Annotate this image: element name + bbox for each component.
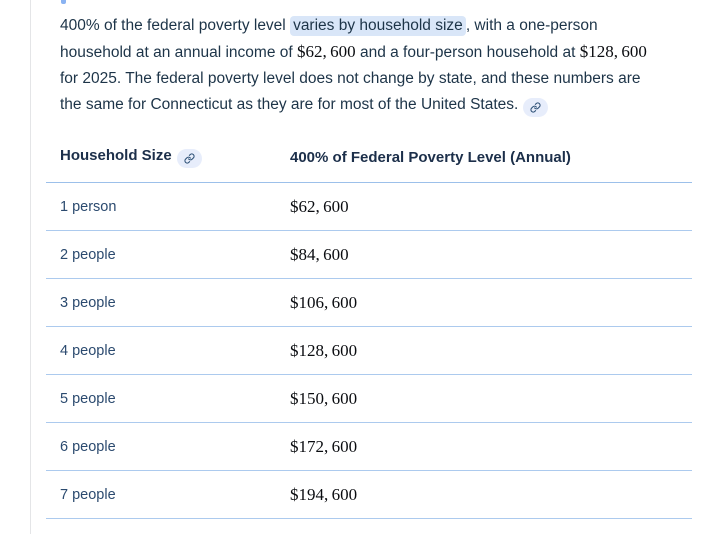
citation-link-chip[interactable]	[176, 149, 202, 168]
answer-content: 400% of the federal poverty level varies…	[46, 13, 692, 534]
panel-divider	[30, 0, 31, 534]
household-size-cell: 5 people	[46, 374, 290, 423]
link-icon	[184, 153, 195, 164]
table-row: 1 person $62, 600	[46, 182, 692, 231]
household-size-cell: 8 people	[46, 518, 290, 534]
household-size-cell: 6 people	[46, 422, 290, 471]
answer-paragraph: 400% of the federal poverty level varies…	[60, 13, 654, 118]
paragraph-text: , with a one-person household at an annu…	[60, 17, 598, 61]
table-row: 4 people $128, 600	[46, 326, 692, 375]
fpl-value-cell: $62, 600	[290, 182, 692, 231]
fpl-value-cell: $216, 600	[290, 518, 692, 534]
table-row: 2 people $84, 600	[46, 230, 692, 279]
fpl-table: Household Size 400% of Federal Poverty L…	[46, 147, 692, 534]
money-value: $62, 600	[296, 42, 356, 61]
household-size-cell: 2 people	[46, 230, 290, 279]
column-header-household-size: Household Size	[46, 147, 290, 183]
fpl-value-cell: $84, 600	[290, 230, 692, 279]
fpl-value-cell: $150, 600	[290, 374, 692, 423]
paragraph-text: 400% of the federal poverty level	[60, 17, 291, 34]
link-icon	[530, 102, 541, 113]
household-size-cell: 3 people	[46, 278, 290, 327]
fpl-value-cell: $172, 600	[290, 422, 692, 471]
paragraph-text: and a four-person household at	[355, 44, 580, 61]
table-row: 8 people $216, 600	[46, 518, 692, 534]
household-size-cell: 7 people	[46, 470, 290, 519]
fpl-value-cell: $194, 600	[290, 470, 692, 519]
fpl-value-cell: $128, 600	[290, 326, 692, 375]
table-row: 5 people $150, 600	[46, 374, 692, 423]
clipped-element-fragment	[61, 0, 66, 4]
table-row: 3 people $106, 600	[46, 278, 692, 327]
citation-link-chip[interactable]	[523, 98, 549, 117]
paragraph-text: for 2025. The federal poverty level does…	[60, 70, 641, 113]
table-row: 7 people $194, 600	[46, 470, 692, 519]
column-header-fpl: 400% of Federal Poverty Level (Annual)	[290, 147, 692, 183]
money-value: $128, 600	[579, 42, 647, 61]
household-size-cell: 4 people	[46, 326, 290, 375]
table-header-row: Household Size 400% of Federal Poverty L…	[46, 147, 692, 183]
fpl-value-cell: $106, 600	[290, 278, 692, 327]
household-size-cell: 1 person	[46, 182, 290, 231]
table-row: 6 people $172, 600	[46, 422, 692, 471]
highlighted-phrase: varies by household size	[290, 16, 466, 36]
